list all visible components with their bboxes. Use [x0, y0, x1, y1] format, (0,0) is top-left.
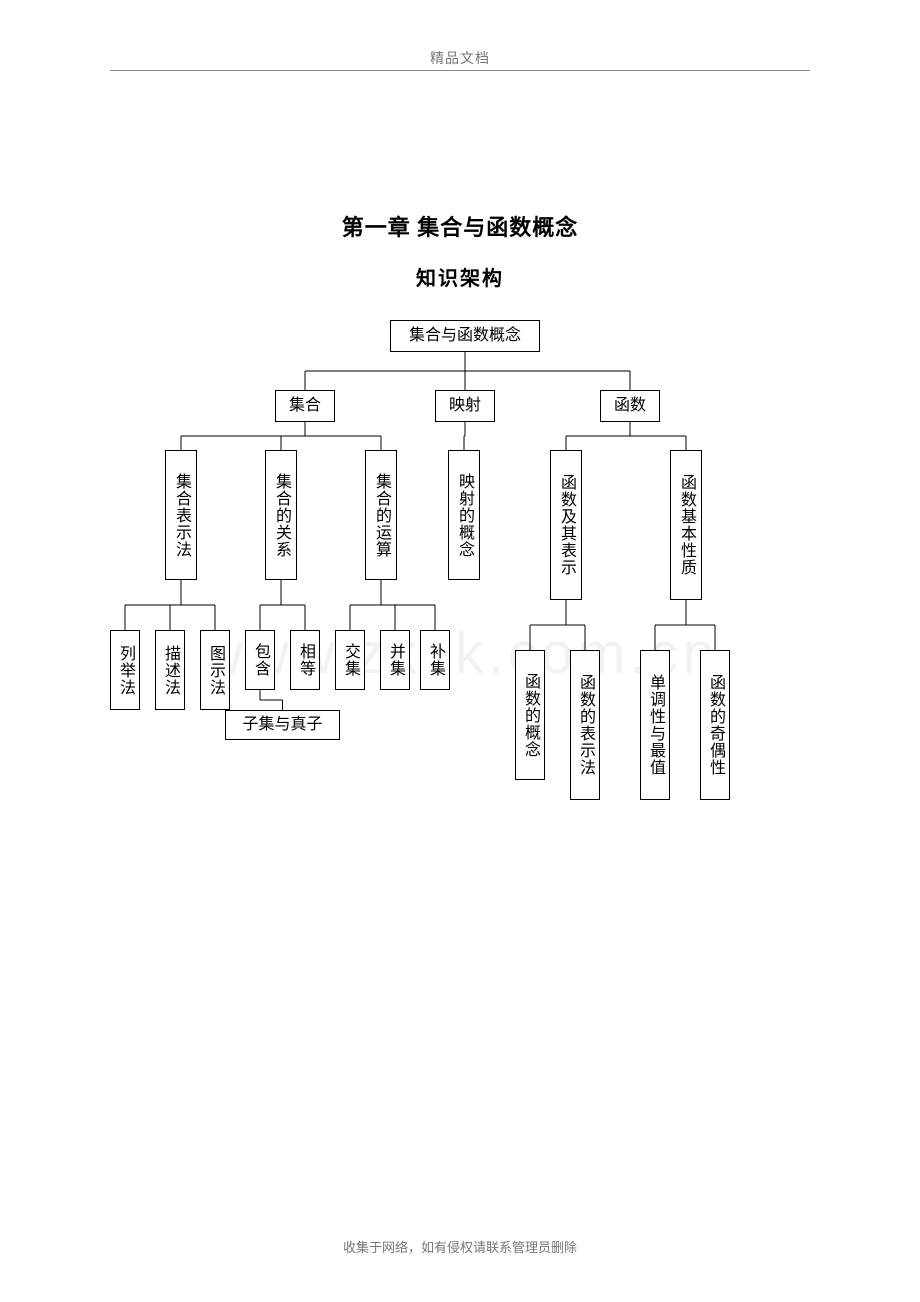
page-header: 精品文档: [0, 48, 920, 68]
tree-node-srep: 集合表示法: [165, 450, 197, 580]
tree-node-frep: 函数及其表示: [550, 450, 582, 600]
page-footer: 收集于网络，如有侵权请联系管理员删除: [0, 1237, 920, 1256]
tree-node-desc: 描述法: [155, 630, 185, 710]
tree-node-comp: 补集: [420, 630, 450, 690]
tree-node-set: 集合: [275, 390, 335, 422]
tree-node-fprop: 函数基本性质: [670, 450, 702, 600]
tree-node-func: 函数: [600, 390, 660, 422]
tree-node-srel: 集合的关系: [265, 450, 297, 580]
tree-node-subset: 子集与真子: [225, 710, 340, 740]
tree-node-inter: 交集: [335, 630, 365, 690]
tree-node-fexp: 函数的表示法: [570, 650, 600, 800]
tree-node-sop: 集合的运算: [365, 450, 397, 580]
tree-node-inc: 包含: [245, 630, 275, 690]
tree-node-parity: 函数的奇偶性: [700, 650, 730, 800]
tree-node-enum: 列举法: [110, 630, 140, 710]
tree-node-mconc: 映射的概念: [448, 450, 480, 580]
section-title: 知识架构: [0, 262, 920, 291]
concept-tree-diagram: 集合与函数概念集合映射函数集合表示法集合的关系集合的运算映射的概念函数及其表示函…: [110, 320, 810, 850]
page: 精品文档 第一章 集合与函数概念 知识架构 www.zxxk.com.cn 集合…: [0, 0, 920, 1302]
tree-node-fconc: 函数的概念: [515, 650, 545, 780]
tree-node-root: 集合与函数概念: [390, 320, 540, 352]
tree-node-eq: 相等: [290, 630, 320, 690]
chapter-title: 第一章 集合与函数概念: [0, 210, 920, 242]
tree-node-union: 并集: [380, 630, 410, 690]
tree-node-map: 映射: [435, 390, 495, 422]
tree-node-graph: 图示法: [200, 630, 230, 710]
tree-node-mono: 单调性与最值: [640, 650, 670, 800]
header-rule: [110, 70, 810, 71]
